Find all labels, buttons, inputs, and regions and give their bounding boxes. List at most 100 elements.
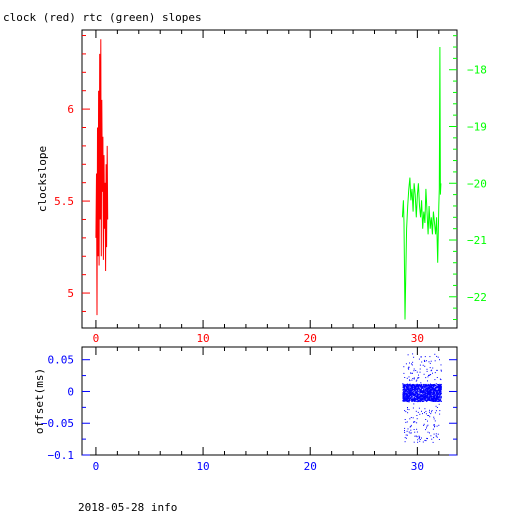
offset-point [419,394,421,396]
offset-point [427,376,429,378]
offset-point [407,383,408,385]
offset-point [420,389,422,391]
offset-point [434,420,436,422]
offset-point [439,413,441,415]
slopes-y-axis-label: clockslope [36,146,49,212]
offset-point [430,397,432,399]
offset-point [433,416,435,418]
offset-point [406,389,407,391]
offset-point [417,386,419,388]
offset-point [438,392,440,394]
offset-point [416,371,418,373]
offset-point [429,384,431,386]
offset-point [426,396,428,398]
offset-point [404,390,406,391]
offset-point [435,393,437,395]
offset-point [425,377,427,379]
offset-point [409,398,411,400]
offset-point [435,383,437,385]
offset-point [428,393,430,395]
offset-point [434,400,436,401]
offset-point [415,387,417,389]
slopes-left-tick-label: 6 [67,103,74,116]
offset-point [437,384,439,386]
offset-point [404,389,406,391]
offset-point [432,393,434,395]
offset-point [410,417,412,418]
offset-point [418,438,420,440]
offset-point [434,412,436,414]
offset-point [427,431,429,433]
offset-point [435,390,437,392]
offset-point [403,398,405,400]
offset-point [409,432,411,434]
offset-point [430,391,432,393]
offset-point [439,390,441,392]
offset-point [416,436,418,438]
offset-point [414,400,416,402]
offset-point [418,397,420,399]
offset-x-tick-label: 10 [196,460,209,473]
offset-point [420,388,422,390]
offset-point [422,385,424,387]
offset-point [429,389,431,391]
offset-point [422,394,424,395]
offset-point [416,396,418,398]
offset-y-tick-label: 0.05 [48,354,75,367]
offset-point [407,392,409,394]
offset-point [412,378,414,379]
offset-point [407,393,409,395]
offset-point [417,389,419,391]
offset-point [406,385,408,387]
offset-point [415,370,417,371]
offset-point [426,368,428,370]
offset-x-tick-label: 30 [411,460,424,473]
offset-point [437,387,439,389]
offset-point [423,399,425,401]
offset-point [430,398,432,400]
offset-point [431,387,433,389]
offset-point [418,385,420,387]
offset-point [403,383,405,385]
offset-point [409,384,411,386]
offset-y-axis-label: offset(ms) [33,368,46,434]
offset-point [406,390,407,392]
offset-point [420,395,422,397]
offset-point [432,441,434,443]
offset-point [417,439,419,441]
offset-point [414,435,416,437]
offset-point [440,393,442,395]
offset-point [405,363,407,365]
offset-point [437,397,439,399]
offset-point [435,435,437,437]
offset-point [431,411,432,413]
offset-point [423,388,425,390]
offset-point [434,353,436,355]
offset-point [408,396,410,397]
offset-point [420,382,422,384]
offset-point [436,383,438,385]
offset-point [416,393,418,395]
offset-point [411,363,412,365]
offset-point [430,392,432,393]
offset-point [402,399,404,401]
offset-point [404,398,406,399]
offset-point [420,390,422,392]
offset-point [433,424,435,426]
offset-point [417,377,419,379]
offset-point [417,387,419,389]
offset-point [423,400,425,402]
offset-point [422,400,424,402]
offset-point [408,367,410,368]
offset-point [420,386,421,388]
offset-point [408,384,410,385]
offset-point [422,398,424,400]
offset-point [437,390,438,392]
offset-point [427,415,429,416]
offset-point [419,413,421,415]
offset-y-tick-label: 0 [67,385,74,398]
offset-point [431,399,433,401]
offset-point [432,396,434,398]
offset-point [429,387,431,389]
offset-point [426,399,428,401]
